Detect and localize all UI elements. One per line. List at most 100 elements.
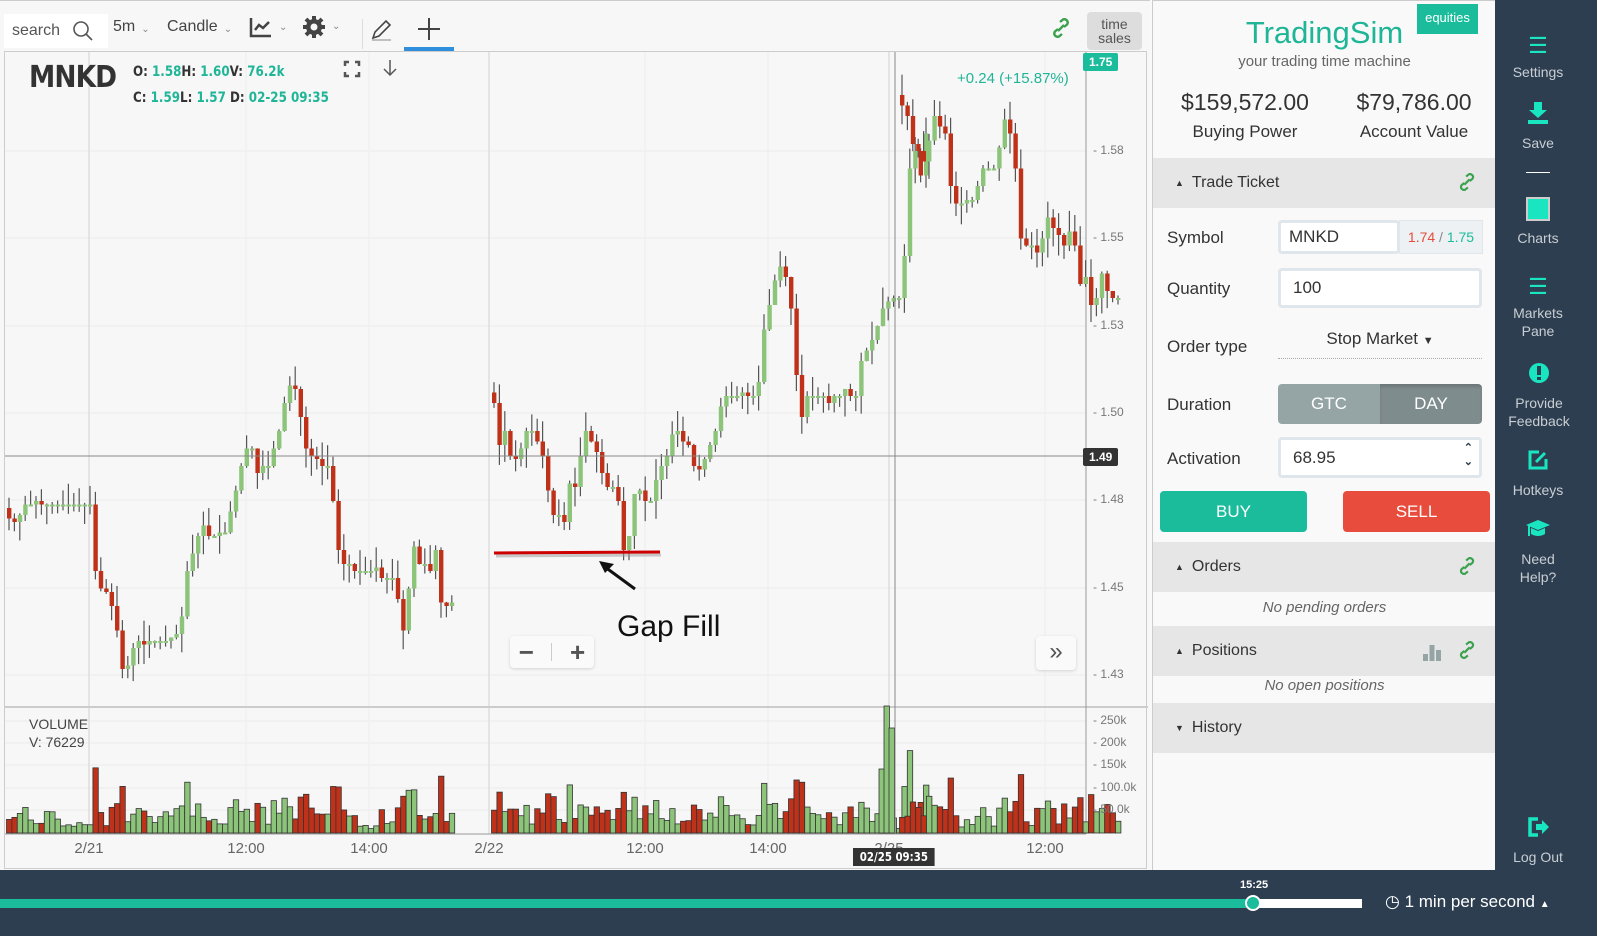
crosshair-price-tag: 1.49 [1083, 448, 1119, 466]
time-tick: 2/21 [74, 840, 104, 857]
bid-ask-quote: 1.74 / 1.75 [1399, 220, 1483, 254]
buy-button[interactable]: BUY [1160, 491, 1307, 532]
sidebar-item-settings[interactable]: ☰ Settings [1495, 35, 1581, 81]
price-tick: - 1.53 [1093, 318, 1124, 332]
order-type-value: Stop Market [1326, 329, 1419, 348]
chart-square-icon [1526, 197, 1550, 221]
price-chart[interactable]: MNKD O: 1.58H: 1.60V: 76.2k C: 1.59L: 1.… [4, 51, 1148, 870]
price-tick: - 1.48 [1093, 492, 1124, 506]
sidebar-item-feedback[interactable]: Provide Feedback [1489, 362, 1589, 430]
timeline-slider-handle[interactable] [1245, 895, 1261, 911]
activation-input[interactable]: 68.95 ⌃ ⌄ [1278, 437, 1482, 478]
price-tick: - 1.45 [1093, 580, 1124, 594]
activation-value: 68.95 [1293, 447, 1336, 467]
sidebar-item-markets-pane[interactable]: ☰ Markets Pane [1495, 276, 1581, 340]
trade-ticket-header[interactable]: ▲ Trade Ticket [1153, 158, 1496, 208]
trade-ticket-title: Trade Ticket [1191, 174, 1280, 191]
ohlc-row-2: C: 1.59L: 1.57 D: 02-25 09:35 [133, 90, 329, 106]
link-icon [1053, 18, 1069, 38]
volume-legend: VOLUME V: 76229 [29, 715, 88, 751]
time-sales-button[interactable]: time sales [1087, 12, 1142, 50]
sidebar-label: Need Help? [1519, 551, 1557, 585]
collapse-triangle-icon: ▲ [1175, 646, 1184, 656]
gear-icon [303, 16, 325, 38]
zoom-divider [551, 643, 553, 661]
graduation-cap-icon [1495, 518, 1581, 544]
sidebar-label: Settings [1512, 64, 1564, 80]
volume-title: VOLUME [29, 716, 89, 732]
trade-panel: equities TradingSim your trading time ma… [1152, 0, 1496, 870]
sell-button[interactable]: SELL [1343, 491, 1490, 532]
orders-header[interactable]: ▲ Orders [1153, 542, 1496, 592]
symbol-search-input[interactable]: search [4, 14, 108, 48]
sidebar-item-charts[interactable]: Charts [1495, 197, 1581, 247]
price-tick: - 1.58 [1093, 143, 1124, 157]
quantity-input[interactable]: 100 [1278, 268, 1482, 308]
symbol-input[interactable]: MNKD [1278, 220, 1400, 254]
sidebar-item-save[interactable]: Save [1495, 102, 1581, 152]
duration-gtc[interactable]: GTC [1278, 384, 1380, 424]
chart-type-dropdown[interactable]: Candle ⌄ [167, 18, 232, 36]
duration-day[interactable]: DAY [1380, 384, 1482, 424]
chart-toolbar: search 5m ⌄ Candle ⌄ ⌄ ⌄ time sales [0, 4, 1150, 51]
caret-up-icon: ▲ [1539, 899, 1550, 910]
timeline-current-time: 15:25 [1240, 879, 1269, 891]
zoom-in-button[interactable]: + [570, 636, 586, 667]
link-chart-button[interactable] [1051, 18, 1071, 38]
account-value-value: $79,786.00 [1356, 89, 1472, 115]
crosshair-tool-button[interactable] [416, 16, 442, 42]
search-icon [73, 21, 93, 41]
chart-symbol: MNKD [29, 60, 117, 95]
ask-price: 1.75 [1446, 229, 1475, 245]
account-value-label: Account Value [1359, 122, 1469, 141]
collapse-triangle-icon: ▲ [1175, 178, 1184, 188]
pencil-icon [371, 19, 392, 41]
sidebar-item-logout[interactable]: Log Out [1495, 816, 1581, 866]
indicators-dropdown[interactable]: ⌄ [249, 16, 287, 38]
timeline-progress [0, 899, 1253, 908]
price-tick: - 1.43 [1093, 667, 1124, 681]
brand-logo: TradingSim [1245, 15, 1404, 50]
time-tick: 12:00 [626, 840, 664, 857]
price-tick: - 1.55 [1093, 230, 1124, 244]
interval-dropdown[interactable]: 5m ⌄ [113, 18, 150, 36]
interval-value: 5m [113, 18, 136, 35]
time-tick: 12:00 [227, 840, 265, 857]
scroll-to-latest-button[interactable]: » [1036, 636, 1076, 670]
positions-header[interactable]: ▲ Positions [1153, 626, 1496, 676]
edit-icon [1495, 449, 1581, 475]
caret-down-icon: ▼ [1422, 335, 1434, 347]
sidebar-label: Provide Feedback [1508, 395, 1570, 429]
chart-settings-dropdown[interactable]: ⌄ [302, 15, 340, 39]
sidebar-divider [1526, 172, 1550, 173]
order-type-dropdown[interactable]: Stop Market ▼ [1278, 329, 1482, 359]
ohlc-row-1: O: 1.58H: 1.60V: 76.2k [133, 64, 285, 80]
draw-tool-button[interactable] [369, 18, 393, 42]
history-header[interactable]: ▼ History [1153, 703, 1496, 753]
link-icon[interactable] [1458, 172, 1476, 196]
sidebar-label: Save [1522, 135, 1554, 151]
chart-panel: search 5m ⌄ Candle ⌄ ⌄ ⌄ time sales MNKD O:… [0, 0, 1150, 870]
buying-power-value: $159,572.00 [1181, 89, 1309, 115]
playback-speed-dropdown[interactable]: ◷ 1 min per second ▲ [1385, 892, 1550, 912]
last-price-tag: 1.75 [1083, 53, 1119, 71]
stepper-arrows-icon[interactable]: ⌃ ⌄ [1463, 442, 1473, 468]
sidebar-item-hotkeys[interactable]: Hotkeys [1495, 449, 1581, 499]
buying-power-label: Buying Power [1192, 122, 1298, 141]
indicator-chart-icon [249, 18, 271, 38]
bar-chart-icon[interactable] [1422, 643, 1442, 666]
candlestick-plot[interactable] [5, 52, 1148, 870]
history-title: History [1191, 719, 1242, 736]
link-icon[interactable] [1458, 556, 1476, 580]
time-tick: 2/22 [474, 840, 504, 857]
crosshair-icon [418, 18, 440, 40]
positions-title: Positions [1191, 642, 1257, 659]
volume-tick: - 250k [1093, 713, 1127, 727]
chevron-down-icon: ⌄ [223, 24, 233, 35]
link-icon[interactable] [1458, 640, 1476, 664]
sidebar-item-help[interactable]: Need Help? [1495, 518, 1581, 586]
active-tool-indicator [404, 47, 454, 51]
collapse-triangle-icon: ▲ [1175, 562, 1184, 572]
zoom-out-button[interactable]: − [518, 636, 534, 667]
equities-badge: equities [1417, 4, 1478, 34]
